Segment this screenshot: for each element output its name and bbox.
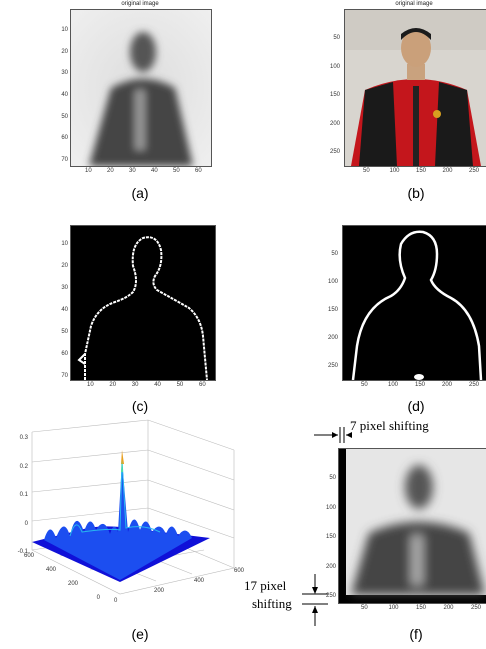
tick-label: 250 [469,382,480,388]
tick-label: 250 [471,605,482,611]
panel-b-title: original image [395,1,433,7]
tick-label: 30 [61,70,68,77]
tick-label: 600 [234,568,245,574]
panel-a-title: original image [121,1,159,7]
tick-label: 0 [24,520,28,527]
top-shift-note: 7 pixel shifting [350,418,429,433]
tick-label: 20 [61,48,68,55]
tick-label: 10 [85,168,92,174]
tick-label: 200 [67,581,78,587]
tick-label: 50 [363,168,370,174]
tick-label: 100 [329,63,340,70]
tick-label: 200 [154,588,165,594]
top-shift-arrows [314,427,352,443]
tick-label: 40 [154,382,161,388]
panel-c-edge-image [70,225,216,381]
panel-b-color-photo [344,9,486,167]
tick-label: 100 [325,504,336,511]
tick-label: 0 [96,595,100,601]
panel-d-edge-image [342,225,486,381]
tick-label: 50 [329,475,336,481]
tick-label: 20 [109,382,117,388]
tick-label: 40 [151,168,158,174]
tick-label: 50 [61,329,68,335]
tick-label: 50 [176,382,184,388]
panel-e-surface-plot [31,419,235,595]
tick-label: 200 [325,563,336,570]
tick-label: 20 [61,263,68,269]
tick-label: 250 [327,363,338,369]
tick-label: 100 [389,168,400,174]
side-shift-arrows [302,574,328,626]
tick-label: 60 [61,135,68,142]
caption-d: (d) [407,398,425,414]
tick-label: 200 [329,120,340,127]
tick-label: 150 [329,92,340,98]
tick-label: 100 [388,605,399,611]
caption-c: (c) [131,398,149,414]
tick-label: 600 [23,553,34,559]
caption-f: (f) [409,626,423,642]
tick-label: 0.2 [19,463,28,470]
tick-label: 60 [195,168,202,174]
tick-label: 250 [325,593,336,599]
tick-label: 400 [45,567,56,573]
tick-label: 20 [107,168,114,174]
side-shift-note-line1: 17 pixel [244,578,287,593]
tick-label: 100 [388,382,399,388]
tick-label: 60 [199,382,206,388]
tick-label: 50 [361,605,368,611]
tick-label: 50 [333,35,340,41]
tick-label: 0.3 [19,435,28,441]
tick-label: 200 [443,605,454,611]
tick-label: 10 [61,241,68,247]
tick-label: 70 [61,373,68,379]
tick-label: 150 [327,307,338,313]
tick-label: 200 [442,382,453,388]
tick-label: 30 [61,285,68,291]
caption-b: (b) [407,185,425,201]
tick-label: 150 [416,168,427,174]
tick-label: 150 [415,382,426,388]
side-shift-note-line2: shifting [252,596,292,611]
caption-a: (a) [131,185,149,201]
tick-label: 150 [325,534,336,540]
tick-label: 50 [61,113,68,120]
tick-label: 0 [114,598,118,604]
panel-f-shifted-image [338,448,486,604]
tick-label: 40 [61,307,68,313]
tick-label: 400 [194,578,205,584]
panel-a-thermal-image [70,9,212,167]
tick-label: 60 [61,351,68,357]
tick-label: 70 [61,157,68,163]
tick-label: 10 [87,382,94,388]
tick-label: 30 [131,382,139,388]
tick-label: 200 [442,168,453,174]
tick-label: 10 [61,27,68,33]
tick-label: 50 [173,168,180,174]
tick-label: 40 [61,92,68,98]
tick-label: 30 [129,168,136,174]
tick-label: 200 [327,335,338,341]
tick-label: 250 [329,149,340,155]
caption-e: (e) [131,626,149,642]
tick-label: 250 [469,168,480,174]
tick-label: 100 [327,279,338,285]
tick-label: 50 [361,382,368,388]
tick-label: 0.1 [19,492,28,498]
tick-label: 50 [331,251,338,257]
tick-label: -0.1 [17,549,28,555]
tick-label: 150 [416,605,427,611]
